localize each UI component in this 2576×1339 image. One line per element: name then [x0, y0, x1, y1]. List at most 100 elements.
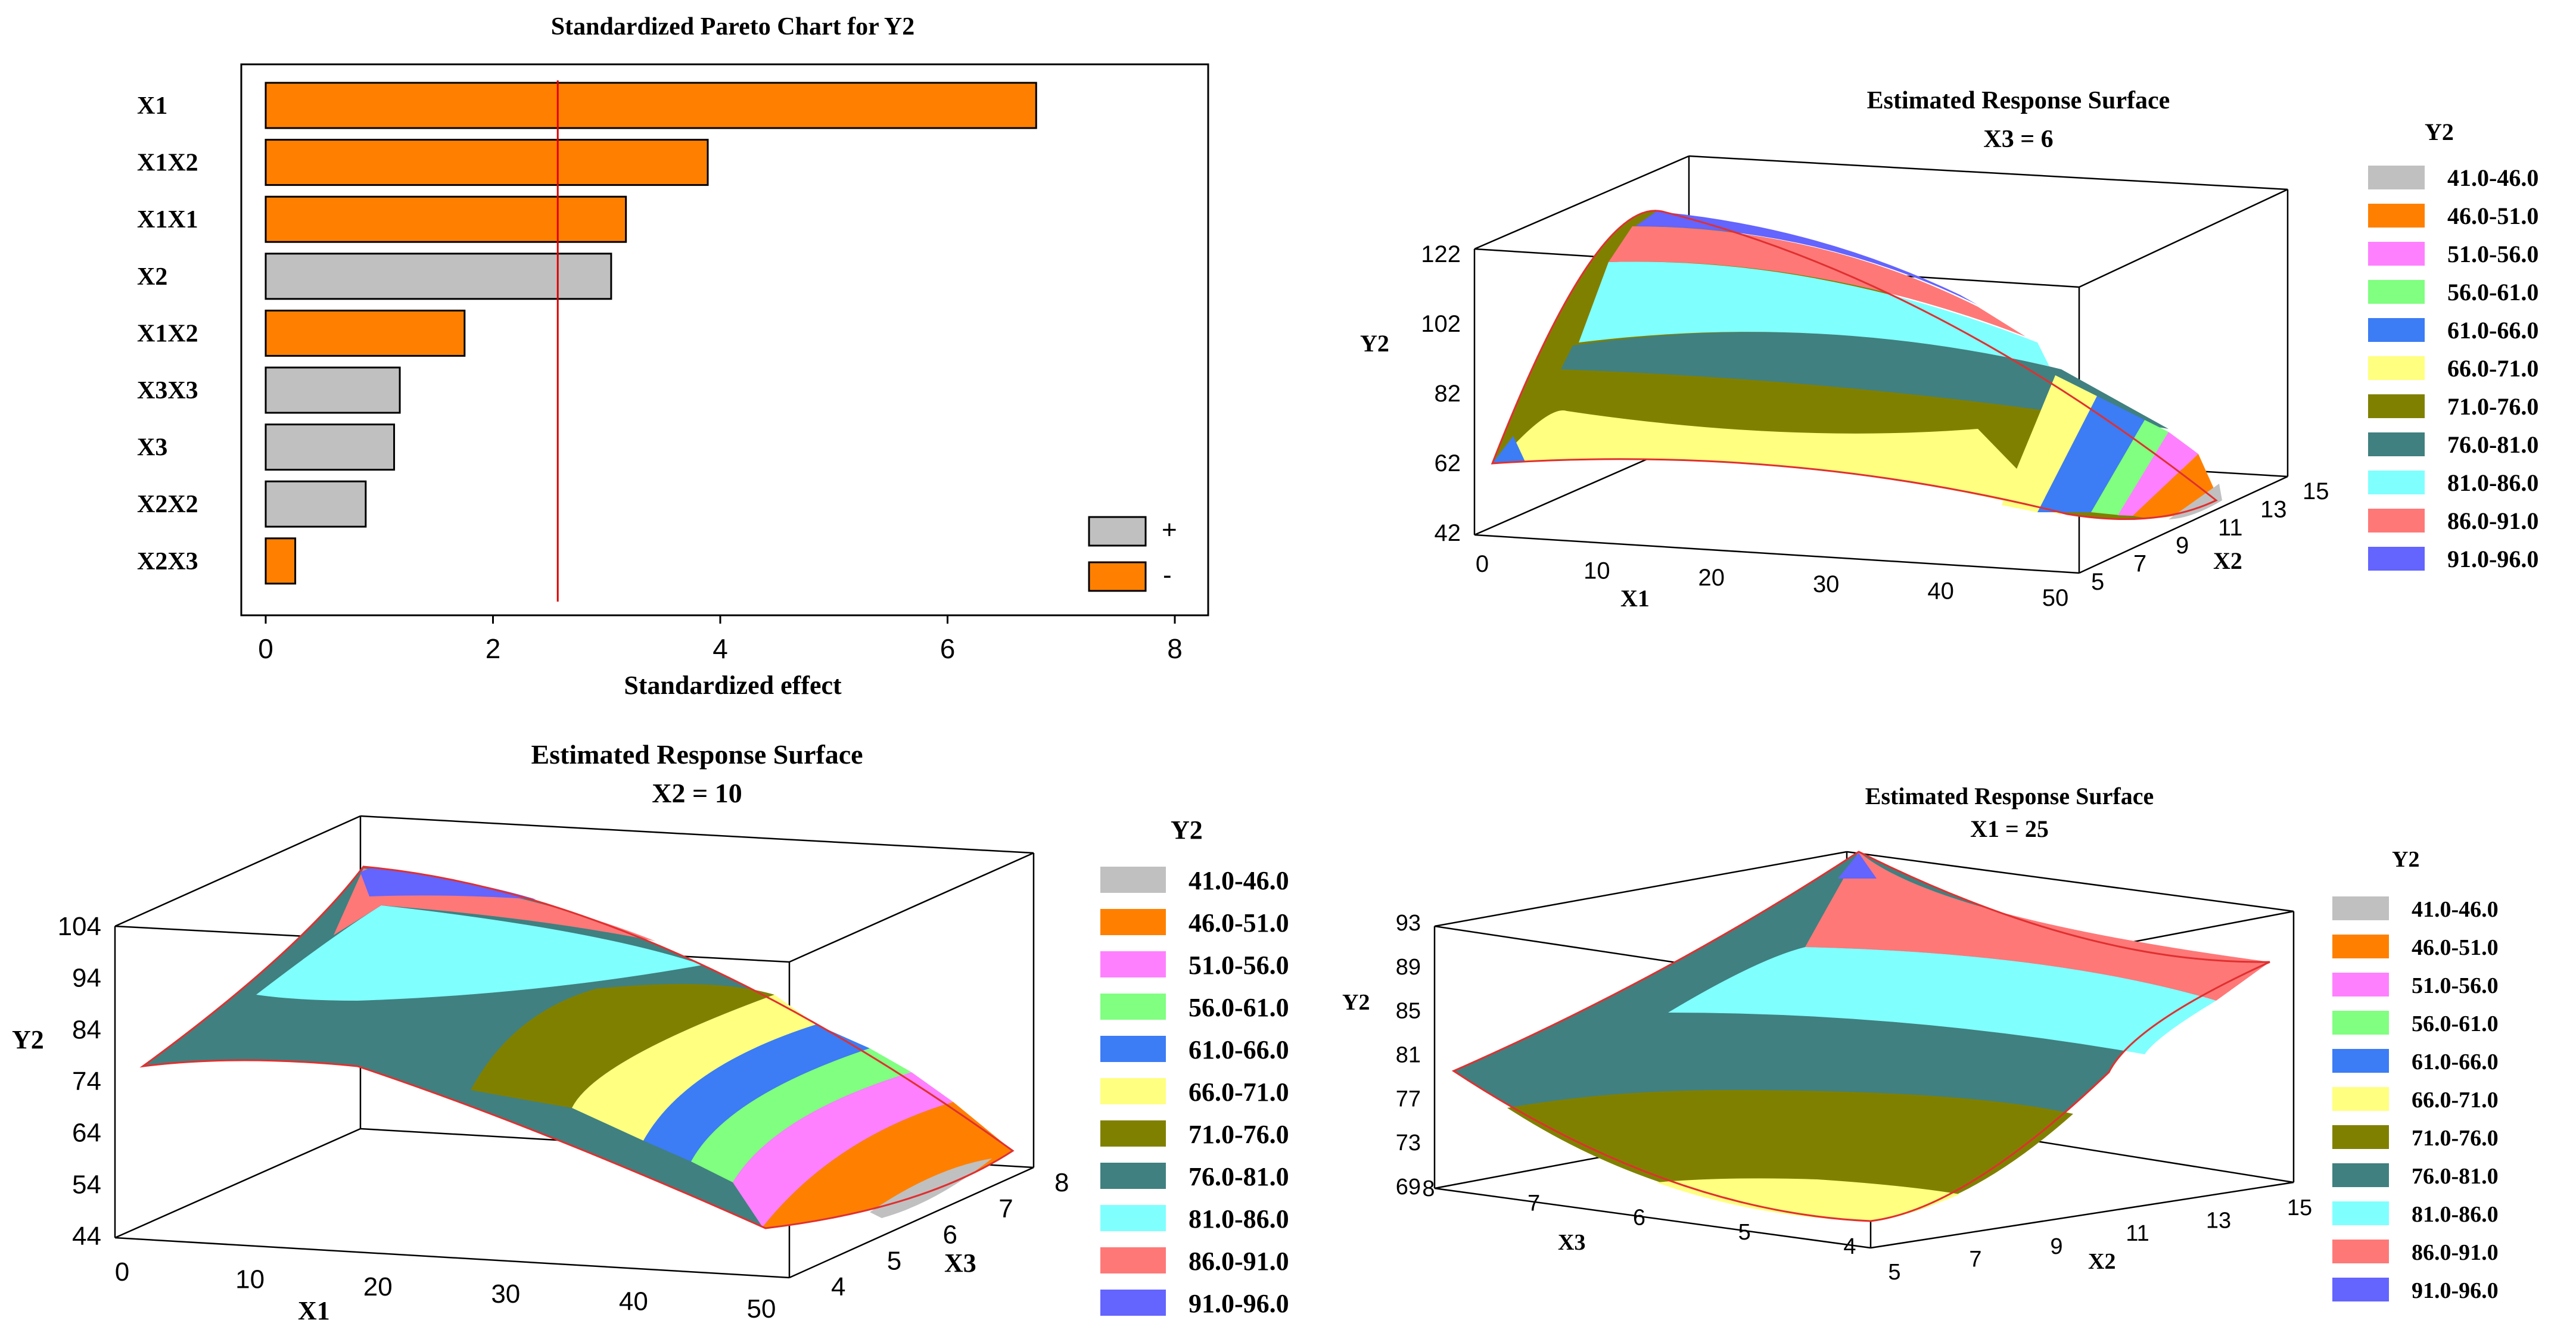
- surface2-legend-swatch-1: [1100, 909, 1166, 935]
- surface2-legend-swatch-9: [1100, 1247, 1166, 1273]
- surface1-title: Estimated Response Surface: [1867, 87, 2170, 114]
- surface2-legend-swatch-4: [1100, 1036, 1166, 1062]
- surface1-band-blue-left: [1492, 436, 1525, 463]
- surface1-x-tick-1: 10: [1583, 558, 1610, 584]
- surface3-legend-swatch-3: [2332, 1011, 2389, 1035]
- surface1-legend-swatch-3: [2368, 280, 2425, 304]
- surface3-y-tick-1: 73: [1396, 1131, 1421, 1156]
- surface2-z-tick-3: 7: [998, 1194, 1013, 1223]
- surface1-band-cyan: [1579, 261, 2049, 366]
- pareto-category-label-0: X1: [137, 92, 167, 120]
- surface1-legend-label-1: 46.0-51.0: [2447, 203, 2538, 229]
- pareto-x-tick-label-3: 6: [940, 633, 956, 664]
- surface3-legend-swatch-4: [2332, 1049, 2389, 1073]
- surface2-legend-label-5: 66.0-71.0: [1189, 1078, 1289, 1107]
- surface1-band-gray: [2169, 484, 2222, 519]
- surface2-y-tick-0: 44: [72, 1222, 101, 1251]
- surface1-legend-swatch-10: [2368, 547, 2425, 571]
- surface1-legend-swatch-9: [2368, 509, 2425, 533]
- pareto-legend-minus-swatch: [1088, 561, 1147, 592]
- pareto-x-tick-label-4: 8: [1167, 633, 1183, 664]
- surface3-legend-swatch-8: [2332, 1201, 2389, 1225]
- surface2-legend-swatch-3: [1100, 994, 1166, 1020]
- surface3-legend-label-5: 66.0-71.0: [2412, 1088, 2499, 1113]
- surface2-legend-label-10: 91.0-96.0: [1189, 1289, 1289, 1318]
- surface1-legend-label-4: 61.0-66.0: [2447, 317, 2538, 344]
- surface2-x-axis-label: X1: [298, 1296, 330, 1325]
- surface3-legend-label-3: 56.0-61.0: [2412, 1011, 2499, 1036]
- surface1-legend-label-8: 81.0-86.0: [2447, 469, 2538, 496]
- surface3-y-tick-2: 77: [1396, 1086, 1421, 1111]
- surface3-legend-label-4: 61.0-66.0: [2412, 1050, 2499, 1075]
- surface2-legend-swatch-8: [1100, 1205, 1166, 1231]
- surface1-legend-swatch-8: [2368, 471, 2425, 494]
- surface1-x-tick-2: 20: [1698, 565, 1725, 591]
- surface1-band-yellow-right: [2002, 375, 2097, 512]
- surface3-legend-swatch-2: [2332, 973, 2389, 997]
- surface2-band-blue-lower: [643, 1025, 870, 1161]
- surface2-band-orange: [763, 1102, 1013, 1228]
- surface2-x-tick-2: 20: [363, 1272, 393, 1301]
- surface1-x-tick-4: 40: [1927, 578, 1954, 605]
- surface3-x-tick-0: 8: [1422, 1176, 1435, 1201]
- surface2-z-tick-4: 8: [1054, 1168, 1069, 1197]
- surface3-band-yellow: [1656, 1178, 1960, 1221]
- surface2-legend-label-1: 46.0-51.0: [1189, 908, 1289, 938]
- surface1-legend-swatch-2: [2368, 242, 2425, 266]
- surface1-legend-label-3: 56.0-61.0: [2447, 279, 2538, 306]
- surface1-legend-label-5: 66.0-71.0: [2447, 355, 2538, 382]
- surface2-title: Estimated Response Surface: [531, 739, 863, 770]
- surface1-legend-label-0: 41.0-46.0: [2447, 164, 2538, 191]
- surface1-x-tick-5: 50: [2042, 585, 2069, 611]
- surface3-x-tick-3: 5: [1738, 1220, 1751, 1245]
- surface2-x-tick-4: 40: [619, 1287, 648, 1316]
- surface1-z-tick-4: 13: [2260, 496, 2287, 522]
- surface1-band-olive-upper: [1561, 332, 2169, 429]
- surface1-outline: [1491, 210, 2218, 521]
- surface1-y-tick-0: 42: [1435, 520, 1461, 546]
- surface1-band-blue: [1635, 211, 1978, 305]
- surface1-x-axis-label: X1: [1620, 585, 1650, 612]
- surface3-legend-swatch-7: [2332, 1163, 2389, 1187]
- surface1-legend-swatch-5: [2368, 356, 2425, 380]
- surface1-legend-label-7: 76.0-81.0: [2447, 431, 2538, 458]
- surface2-y-tick-3: 74: [72, 1067, 101, 1096]
- pareto-bar-5: [265, 366, 401, 414]
- surface2-legend-swatch-5: [1100, 1078, 1166, 1104]
- surface3-legend-label-8: 81.0-86.0: [2412, 1202, 2499, 1227]
- surface1-legend-label-9: 86.0-91.0: [2447, 507, 2538, 534]
- pareto-title: Standardized Pareto Chart for Y2: [551, 13, 915, 41]
- surface1-z-tick-1: 7: [2133, 551, 2146, 577]
- pareto-bar-4: [265, 309, 466, 357]
- surface2-band-blue: [360, 868, 536, 899]
- surface3-legend-swatch-9: [2332, 1240, 2389, 1263]
- surface3-legend-swatch-1: [2332, 935, 2389, 958]
- surface3-z-tick-2: 9: [2050, 1234, 2062, 1259]
- surface1-y-tick-1: 62: [1435, 450, 1461, 477]
- surface3-y-tick-3: 81: [1396, 1043, 1421, 1068]
- surface3-y-tick-6: 93: [1396, 911, 1421, 936]
- surface1-z-tick-5: 15: [2303, 478, 2329, 505]
- surface2-band-olive: [471, 984, 774, 1108]
- pareto-bar-3: [265, 253, 612, 300]
- surface2-band-pink: [733, 1072, 953, 1227]
- pareto-x-axis-label: Standardized effect: [624, 671, 842, 700]
- surface2-y-tick-2: 64: [72, 1119, 101, 1148]
- surface3-legend-swatch-10: [2332, 1278, 2389, 1301]
- surface3-legend-label-10: 91.0-96.0: [2412, 1278, 2499, 1303]
- surface3-outline: [1451, 851, 2270, 1222]
- surface1-y-tick-2: 82: [1435, 381, 1461, 407]
- pareto-category-label-2: X1X1: [137, 206, 198, 233]
- surface2-legend-swatch-6: [1100, 1120, 1166, 1147]
- surface2-legend-swatch-0: [1100, 867, 1166, 893]
- pareto-x-tick-label-2: 4: [713, 633, 728, 664]
- surface2-x-tick-3: 30: [491, 1279, 520, 1309]
- surface1-y-tick-3: 102: [1421, 311, 1461, 337]
- pareto-bar-6: [265, 424, 396, 471]
- surface3-x-tick-4: 4: [1843, 1234, 1856, 1259]
- surface2-legend-title: Y2: [1171, 815, 1203, 845]
- surface2-legend-label-3: 56.0-61.0: [1189, 993, 1289, 1022]
- pareto-bar-8: [265, 537, 297, 585]
- surface3-band-olive: [1507, 1090, 2073, 1221]
- surface3-z-tick-4: 13: [2206, 1209, 2231, 1234]
